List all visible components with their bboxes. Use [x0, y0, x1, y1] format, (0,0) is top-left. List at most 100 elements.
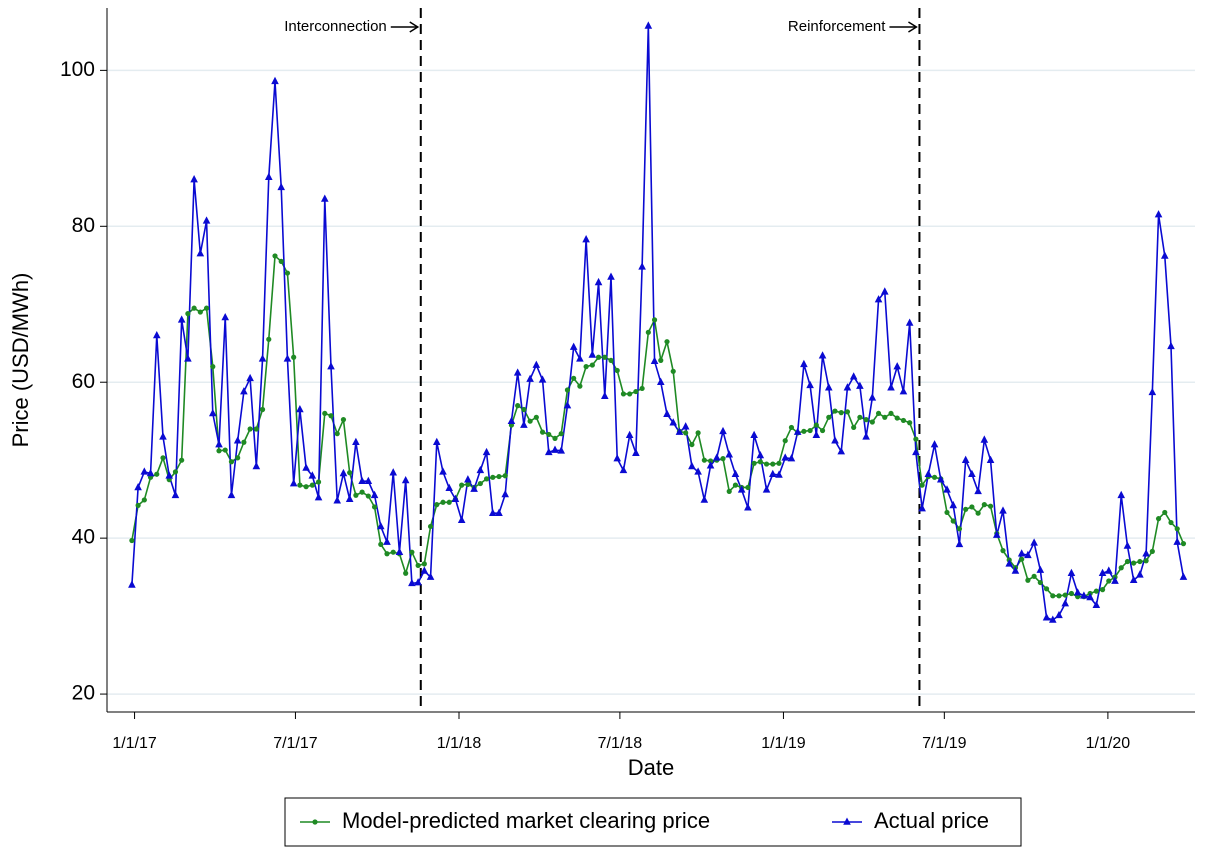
circle-marker [235, 455, 241, 461]
circle-marker [950, 518, 956, 524]
circle-marker [291, 354, 297, 360]
triangle-marker [719, 426, 727, 435]
triangle-marker [1067, 568, 1076, 577]
circle-marker [1056, 593, 1062, 599]
circle-marker [975, 510, 981, 516]
circle-marker [620, 391, 627, 397]
circle-marker [359, 489, 365, 495]
triangle-marker [1005, 559, 1014, 567]
triangle-marker [582, 235, 590, 243]
triangle-marker [532, 360, 541, 368]
triangle-marker [165, 471, 174, 479]
circle-marker [844, 409, 851, 415]
triangle-marker [1123, 541, 1132, 549]
circle-marker [440, 499, 446, 505]
circle-marker [1168, 519, 1174, 526]
circle-marker [819, 427, 826, 434]
circle-marker [278, 258, 284, 264]
triangle-marker [1036, 565, 1045, 573]
circle-marker [944, 509, 950, 516]
circle-marker [757, 459, 763, 465]
triangle-marker [912, 447, 920, 456]
triangle-marker [1080, 591, 1088, 599]
triangle-marker [613, 454, 622, 462]
triangle-marker [134, 482, 142, 491]
circle-marker [1019, 556, 1025, 562]
triangle-marker [246, 373, 254, 382]
circle-marker [763, 461, 770, 467]
circle-marker [1062, 592, 1068, 598]
triangle-marker [961, 455, 970, 463]
triangle-marker [1030, 538, 1038, 546]
triangle-marker [457, 515, 466, 524]
circle-marker [726, 488, 732, 494]
triangle-marker [607, 272, 615, 280]
circle-marker [515, 403, 521, 409]
circle-marker [1099, 586, 1106, 593]
triangle-marker [843, 383, 852, 391]
circle-marker [253, 426, 259, 432]
circle-marker [857, 414, 863, 420]
triangle-marker [725, 450, 734, 458]
circle-marker [446, 499, 452, 505]
circle-marker [160, 455, 166, 461]
circle-marker [129, 537, 135, 544]
circle-marker [502, 473, 508, 479]
circle-marker [483, 476, 490, 482]
circle-marker [465, 481, 471, 487]
triangle-marker [389, 468, 398, 476]
circle-marker [689, 441, 695, 448]
triangle-marker [688, 461, 696, 470]
triangle-marker [868, 393, 877, 401]
triangle-marker [874, 295, 883, 303]
triangle-marker [731, 469, 740, 478]
circle-marker [633, 388, 639, 395]
triangle-marker [240, 387, 248, 395]
triangle-marker [768, 469, 777, 478]
x-tick-label: 7/1/17 [273, 735, 318, 752]
triangle-marker [432, 437, 441, 446]
circle-marker [1124, 558, 1131, 565]
triangle-marker [296, 405, 304, 413]
series-line [131, 255, 1185, 598]
triangle-marker [233, 436, 242, 444]
triangle-marker [352, 437, 360, 446]
circle-marker [315, 479, 322, 485]
circle-marker [608, 357, 614, 363]
circle-marker [1000, 548, 1006, 554]
circle-marker [1143, 558, 1149, 564]
circle-marker [651, 317, 658, 323]
triangle-marker [644, 21, 653, 29]
circle-marker [627, 391, 633, 397]
triangle-marker [488, 508, 497, 516]
x-tick-label: 1/1/19 [761, 735, 806, 752]
triangle-marker [656, 377, 665, 386]
triangle-marker [625, 430, 634, 439]
circle-marker [228, 459, 235, 465]
triangle-marker [401, 475, 410, 484]
circle-marker [552, 435, 558, 441]
triangle-marker [302, 463, 310, 471]
triangle-marker [190, 175, 198, 183]
circle-marker [222, 447, 228, 453]
triangle-marker [856, 381, 864, 389]
triangle-marker [1117, 490, 1126, 499]
circle-marker [888, 410, 894, 417]
triangle-marker [793, 427, 802, 435]
circle-marker [571, 375, 577, 381]
triangle-marker [414, 578, 422, 586]
x-tick-label: 1/1/17 [112, 735, 157, 752]
triangle-marker [694, 467, 702, 475]
circle-marker [259, 406, 266, 413]
circle-marker [266, 336, 272, 342]
triangle-marker [445, 483, 454, 492]
triangle-marker [470, 484, 478, 492]
triangle-marker [936, 475, 945, 483]
triangle-marker [930, 440, 939, 448]
circle-marker [1031, 573, 1037, 579]
triangle-marker [383, 537, 391, 545]
circle-marker [179, 457, 185, 463]
circle-marker [191, 305, 197, 311]
circle-marker [919, 482, 925, 488]
